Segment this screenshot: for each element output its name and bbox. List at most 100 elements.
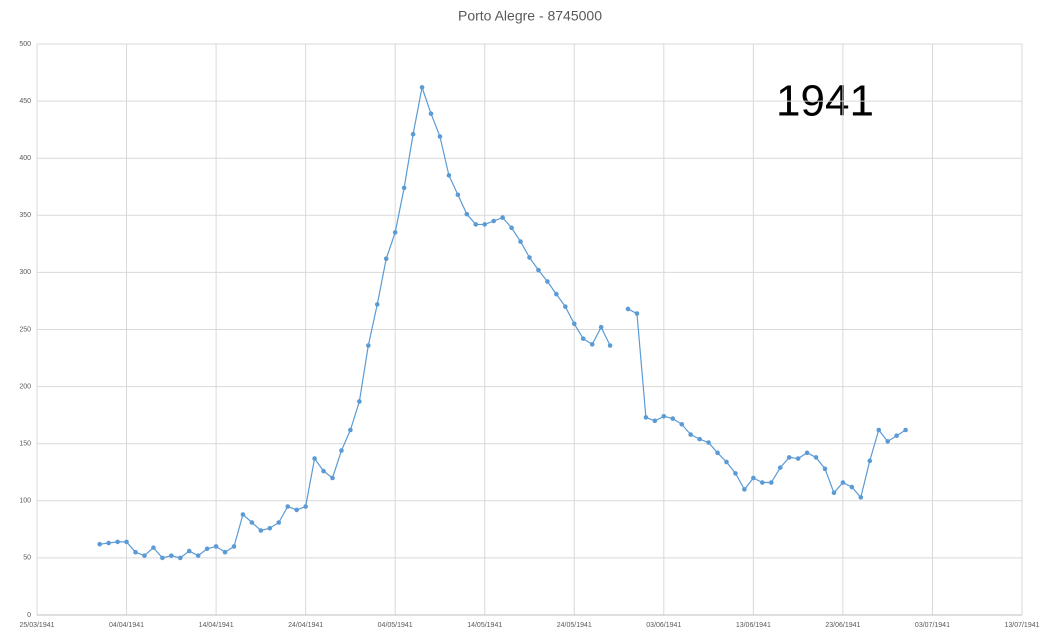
y-tick-label: 150	[19, 441, 31, 448]
data-point	[151, 545, 156, 550]
data-point	[652, 418, 658, 424]
data-point	[670, 416, 676, 421]
y-tick-label: 200	[19, 383, 31, 390]
data-point	[446, 173, 452, 178]
data-point	[115, 539, 120, 545]
data-point	[742, 487, 747, 492]
data-point	[885, 439, 890, 444]
data-point	[643, 415, 649, 420]
data-point	[706, 440, 711, 445]
data-point	[106, 540, 111, 546]
data-point	[428, 111, 434, 116]
data-point	[563, 304, 568, 309]
x-tick-label: 14/04/1941	[199, 622, 234, 629]
data-point	[849, 484, 855, 490]
x-tick-label: 03/06/1941	[646, 622, 681, 629]
data-point	[312, 456, 317, 461]
data-point	[401, 185, 407, 191]
data-point	[464, 211, 470, 217]
data-point	[455, 192, 461, 198]
data-point	[258, 528, 264, 533]
data-point	[195, 553, 201, 558]
data-point	[589, 342, 595, 347]
data-point	[204, 546, 210, 552]
y-tick-label: 400	[19, 155, 31, 162]
data-point	[625, 306, 631, 312]
data-point	[374, 302, 380, 307]
data-point	[133, 549, 138, 555]
data-point	[160, 555, 165, 561]
data-point	[186, 548, 192, 554]
data-point	[554, 291, 559, 297]
y-tick-label: 500	[19, 41, 31, 48]
data-point	[294, 507, 299, 513]
data-point	[751, 475, 756, 481]
data-point	[634, 311, 640, 316]
data-point	[688, 432, 693, 437]
data-point	[679, 421, 685, 427]
x-tick-label: 13/06/1941	[736, 622, 771, 629]
data-point	[437, 134, 443, 139]
data-point	[580, 336, 586, 341]
data-point	[500, 215, 505, 220]
data-point	[303, 504, 308, 509]
data-point	[249, 520, 255, 525]
x-tick-label: 04/05/1941	[378, 622, 413, 629]
data-point	[177, 555, 183, 561]
data-point	[491, 218, 496, 224]
data-point	[760, 480, 765, 485]
data-point	[473, 222, 479, 227]
x-tick-label: 24/04/1941	[288, 622, 323, 629]
y-tick-label: 450	[19, 98, 31, 105]
data-point	[267, 525, 273, 531]
data-point	[804, 450, 810, 456]
data-point	[786, 455, 792, 460]
data-point	[733, 471, 738, 476]
data-point	[715, 450, 720, 456]
data-point	[392, 230, 398, 235]
data-point	[357, 399, 362, 404]
data-point	[339, 448, 344, 453]
data-point	[366, 343, 371, 348]
data-point	[348, 427, 353, 433]
chart-title: Porto Alegre - 8745000	[458, 8, 602, 24]
y-tick-label: 0	[27, 612, 31, 619]
data-point	[410, 131, 416, 137]
data-point	[813, 455, 819, 460]
data-point	[527, 255, 532, 260]
data-point	[97, 541, 102, 547]
y-tick-label: 350	[19, 212, 31, 219]
data-point	[330, 475, 335, 481]
data-point	[867, 458, 873, 464]
data-point	[840, 480, 846, 485]
data-point	[419, 85, 425, 90]
data-point	[795, 456, 801, 461]
data-point	[124, 539, 129, 545]
data-point	[894, 433, 899, 439]
y-tick-label: 50	[23, 555, 31, 562]
data-point	[697, 436, 702, 442]
data-point	[607, 343, 613, 348]
data-point	[598, 324, 604, 330]
data-point	[509, 225, 514, 231]
data-point	[383, 256, 389, 261]
data-point	[768, 480, 774, 485]
data-point	[276, 520, 282, 525]
x-tick-label: 04/04/1941	[109, 622, 144, 629]
data-point	[285, 504, 291, 509]
x-tick-label: 13/07/1941	[1004, 622, 1039, 629]
y-tick-label: 100	[19, 498, 31, 505]
data-point	[831, 490, 837, 496]
data-point	[142, 553, 147, 558]
data-point	[571, 321, 577, 327]
data-point	[545, 279, 550, 284]
x-tick-label: 03/07/1941	[915, 622, 950, 629]
data-point	[169, 553, 174, 558]
data-point	[222, 549, 228, 555]
data-point	[321, 468, 326, 474]
data-point	[903, 427, 908, 433]
x-tick-label: 23/06/1941	[825, 622, 860, 629]
data-point	[213, 544, 219, 549]
data-point	[231, 544, 237, 549]
